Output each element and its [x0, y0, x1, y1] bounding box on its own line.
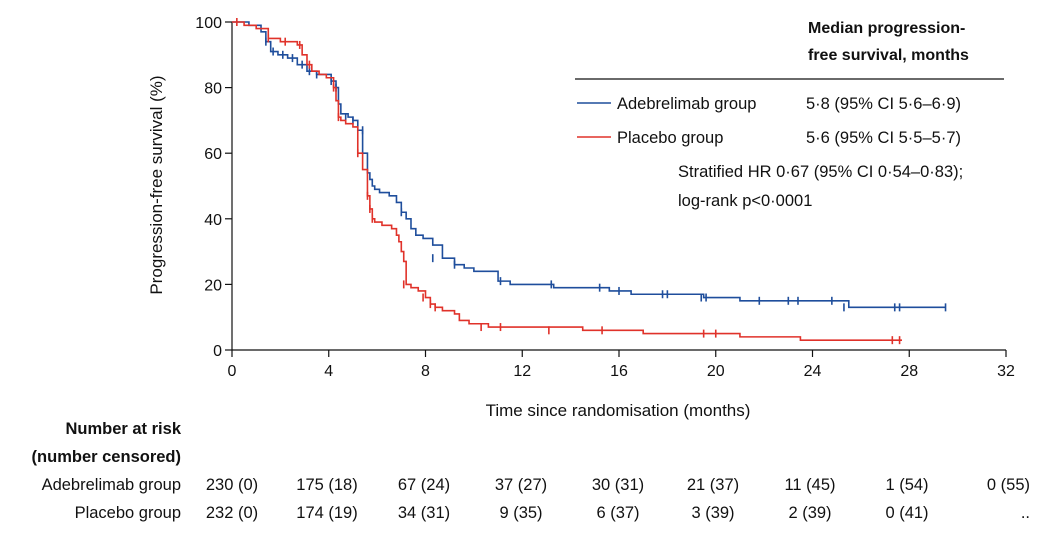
risk-cell: 34 (31): [398, 504, 450, 522]
y-tick-label: 20: [204, 277, 222, 294]
axes: 0 20 40 60 80 100 0 4 8 12 16 20 24 28 32: [195, 15, 1015, 380]
risk-cell: 67 (24): [398, 476, 450, 494]
series-line-placebo: [232, 21, 902, 341]
legend-header-line-1: Median progression-: [808, 20, 965, 37]
y-tick-label: 40: [204, 212, 222, 229]
y-tick-label: 80: [204, 81, 222, 98]
x-tick-label: 20: [707, 363, 725, 380]
risk-cell: 30 (31): [592, 476, 644, 494]
risk-cell: 9 (35): [499, 504, 542, 522]
risk-cell: 0 (41): [885, 504, 928, 522]
legend-note-line-2: log-rank p<0·0001: [678, 192, 812, 210]
risk-cell: 174 (19): [296, 504, 357, 522]
x-tick-label: 24: [804, 363, 822, 380]
legend-label-adebrelimab: Adebrelimab group: [617, 95, 756, 113]
y-tick-label: 60: [204, 146, 222, 163]
x-tick-label: 0: [228, 363, 237, 380]
y-axis-title: Progression-free survival (%): [147, 75, 166, 294]
risk-cell: 175 (18): [296, 476, 357, 494]
series-line-adebrelimab: [232, 21, 946, 309]
risk-cell: 1 (54): [885, 476, 928, 494]
x-ticks: 0 4 8 12 16 20 24 28 32: [228, 350, 1015, 380]
risk-values: 230 (0) 175 (18) 67 (24) 37 (27) 30 (31) 21 (…: [206, 476, 1030, 522]
risk-row-label-adebrelimab: Adebrelimab group: [42, 476, 181, 494]
series-layer: [232, 18, 947, 345]
y-tick-label: 0: [213, 343, 222, 360]
risk-cell: 6 (37): [596, 504, 639, 522]
risk-table-title-line-1: Number at risk: [65, 420, 181, 438]
legend-value-adebrelimab: 5·8 (95% CI 5·6–6·9): [806, 95, 961, 113]
risk-cell: ..: [1021, 504, 1030, 522]
x-axis-title: Time since randomisation (months): [486, 401, 751, 420]
legend: Median progression- free survival, month…: [575, 20, 1004, 210]
y-tick-label: 100: [195, 15, 222, 32]
risk-cell: 21 (37): [687, 476, 739, 494]
x-tick-label: 32: [997, 363, 1015, 380]
x-tick-label: 28: [900, 363, 918, 380]
legend-value-placebo: 5·6 (95% CI 5·5–5·7): [806, 129, 961, 147]
risk-table: Number at risk (number censored) Adebrel…: [32, 420, 1030, 522]
risk-table-title-line-2: (number censored): [32, 448, 181, 466]
risk-cell: 2 (39): [788, 504, 831, 522]
x-tick-label: 12: [513, 363, 531, 380]
x-tick-label: 16: [610, 363, 628, 380]
risk-cell: 37 (27): [495, 476, 547, 494]
risk-cell: 3 (39): [691, 504, 734, 522]
legend-header-line-2: free survival, months: [808, 47, 969, 64]
risk-cell: 0 (55): [987, 476, 1030, 494]
legend-label-placebo: Placebo group: [617, 129, 723, 147]
y-ticks: 0 20 40 60 80 100: [195, 15, 232, 360]
risk-cell: 11 (45): [784, 476, 835, 494]
x-tick-label: 8: [421, 363, 430, 380]
legend-note-line-1: Stratified HR 0·67 (95% CI 0·54–0·83);: [678, 163, 963, 181]
risk-row-label-placebo: Placebo group: [75, 504, 181, 522]
x-tick-label: 4: [324, 363, 333, 380]
risk-cell: 232 (0): [206, 504, 258, 522]
risk-cell: 230 (0): [206, 476, 258, 494]
